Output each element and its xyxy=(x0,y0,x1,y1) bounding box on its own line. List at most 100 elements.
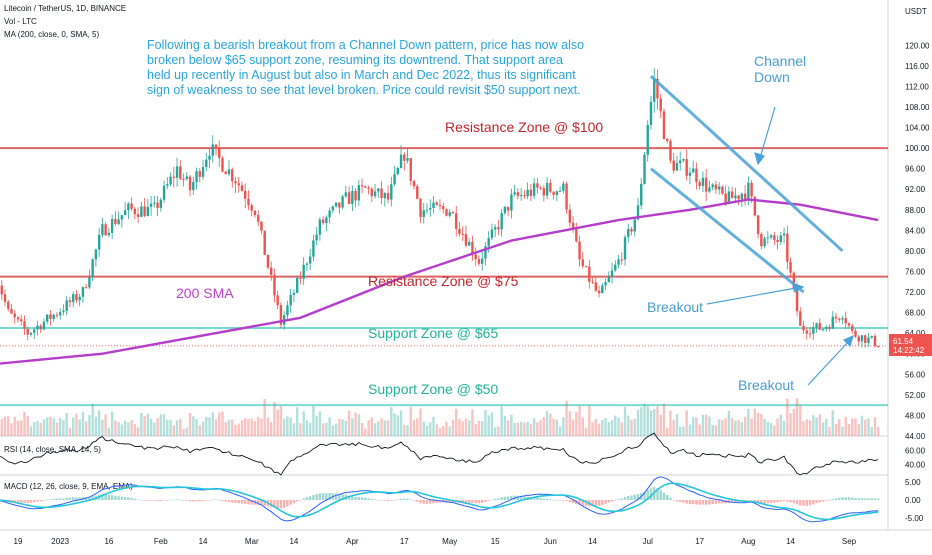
candle-body xyxy=(156,202,159,208)
currency-label: USDT xyxy=(905,7,927,16)
volume-bar xyxy=(691,417,695,436)
volume-bar xyxy=(325,422,328,436)
volume-bar xyxy=(399,410,403,436)
volume-bar xyxy=(380,418,383,436)
macd-hist-bar xyxy=(568,500,572,503)
volume-bar xyxy=(341,419,344,436)
candle-body xyxy=(344,192,348,197)
price-badge-countdown: 14:22:42 xyxy=(893,346,925,355)
macd-hist-bar xyxy=(877,498,880,500)
volume-bar xyxy=(461,421,464,436)
macd-hist-bar xyxy=(627,495,630,500)
candle-body xyxy=(627,228,630,238)
macd-hist-bar xyxy=(432,500,435,504)
candle-body xyxy=(461,233,464,235)
candle-body xyxy=(503,206,507,214)
volume-bar xyxy=(227,419,231,436)
macd-hist-bar xyxy=(675,500,679,502)
candle-body xyxy=(844,318,847,324)
candle-body xyxy=(708,187,711,192)
volume-bar xyxy=(33,422,36,436)
candle-body xyxy=(253,210,257,216)
volume-bar xyxy=(795,398,799,436)
volume-bar xyxy=(416,418,419,436)
volume-bar xyxy=(601,420,604,436)
macd-hist-bar xyxy=(78,497,81,500)
volume-bar xyxy=(575,411,578,436)
analysis-note: Following a bearish breakout from a Chan… xyxy=(147,38,584,97)
macd-hist-bar xyxy=(789,500,792,503)
volume-bar xyxy=(58,418,62,436)
volume-bar xyxy=(46,417,49,436)
macd-hist-bar xyxy=(756,500,760,503)
candle-body xyxy=(318,219,322,235)
volume-bar xyxy=(620,422,623,436)
volume-bar xyxy=(422,421,425,436)
volume-bar xyxy=(107,427,111,436)
macd-hist-bar xyxy=(104,494,107,500)
macd-hist-bar xyxy=(367,498,370,500)
macd-hist-bar xyxy=(143,500,146,501)
macd-hist-bar xyxy=(302,498,305,500)
volume-bar xyxy=(701,414,705,436)
volume-bar xyxy=(500,406,503,436)
x-tick-label: Mar xyxy=(245,537,259,546)
volume-bar xyxy=(94,416,98,436)
macd-hist-bar xyxy=(497,498,500,500)
volume-bar xyxy=(815,417,818,436)
macd-hist-bar xyxy=(623,497,627,500)
candle-body xyxy=(406,158,409,161)
macd-hist-bar xyxy=(841,497,844,500)
y-tick-label: 100.00 xyxy=(905,144,930,153)
candle-body xyxy=(825,327,828,330)
candle-body xyxy=(321,219,325,224)
candle-body xyxy=(315,234,318,241)
candle-body xyxy=(675,163,679,171)
macd-hist-bar xyxy=(701,500,705,505)
candle-body xyxy=(649,101,653,125)
volume-bar xyxy=(448,426,451,436)
macd-hist-bar xyxy=(815,500,818,504)
volume-bar xyxy=(584,427,588,436)
candle-body xyxy=(390,184,393,200)
candle-body xyxy=(367,187,370,189)
macd-hist-bar xyxy=(636,494,640,500)
volume-bar xyxy=(477,420,481,436)
candle-body xyxy=(640,183,643,206)
volume-bar xyxy=(68,428,72,436)
candle-body xyxy=(224,171,227,175)
macd-hist-bar xyxy=(406,498,409,500)
volume-bar xyxy=(571,419,575,436)
candle-body xyxy=(29,332,33,335)
macd-hist-bar xyxy=(321,493,325,500)
volume-bar xyxy=(672,419,675,436)
volume-bar xyxy=(828,427,831,436)
x-tick-label: 14 xyxy=(588,537,597,546)
macd-hist-bar xyxy=(656,487,659,500)
volume-bar xyxy=(344,420,348,436)
macd-hist-bar xyxy=(704,500,708,505)
ma200-label: 200 SMA xyxy=(176,285,234,301)
macd-hist-bar xyxy=(386,500,390,502)
candle-body xyxy=(695,168,698,183)
candle-body xyxy=(740,193,744,200)
macd-hist-bar xyxy=(364,497,367,500)
macd-hist-bar xyxy=(46,499,49,501)
macd-hist-bar xyxy=(679,500,682,503)
macd-hist-bar xyxy=(773,500,776,503)
macd-hist-bar xyxy=(438,500,442,503)
candle-body xyxy=(201,167,205,177)
candle-body xyxy=(13,313,16,318)
candle-body xyxy=(20,319,23,322)
volume-bar xyxy=(188,413,192,436)
candle-body xyxy=(480,258,484,264)
volume-bar xyxy=(42,419,46,436)
volume-bar xyxy=(825,418,828,436)
macd-hist-bar xyxy=(851,497,854,500)
macd-hist-bar xyxy=(214,499,218,501)
candle-body xyxy=(516,192,520,196)
note-line-1: Following a bearish breakout from a Chan… xyxy=(147,38,584,52)
rsi-label: RSI (14, close, SMA, 14, 5) xyxy=(4,445,101,454)
macd-hist-bar xyxy=(20,500,23,503)
